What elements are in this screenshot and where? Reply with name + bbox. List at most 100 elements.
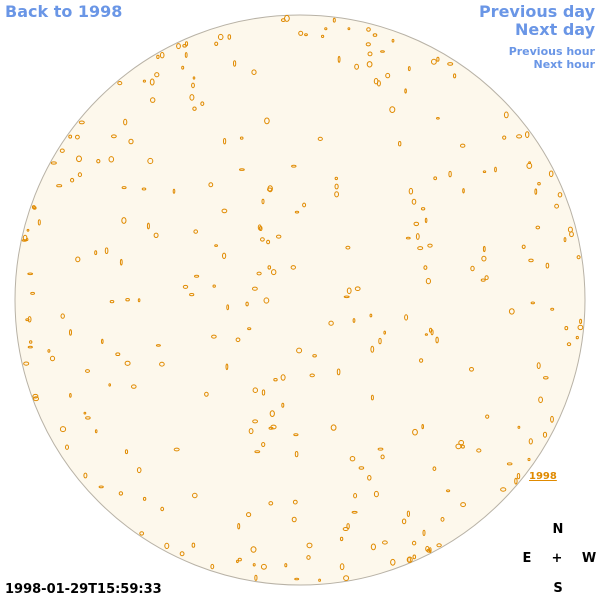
magnetic-contour: [427, 243, 433, 248]
magnetic-contour: [173, 447, 180, 452]
magnetic-contour: [65, 444, 69, 450]
previous-hour-link[interactable]: Previous hour: [508, 45, 595, 58]
magnetic-contour: [436, 543, 442, 548]
next-hour-link[interactable]: Next hour: [533, 58, 596, 71]
magnetic-contour: [192, 106, 197, 111]
magnetic-contour: [150, 97, 156, 103]
magnetic-contour: [172, 188, 176, 194]
magnetic-contour: [123, 118, 128, 126]
magnetic-contour: [428, 547, 432, 553]
magnetic-contour: [564, 326, 569, 331]
magnetic-contour: [156, 54, 160, 60]
magnetic-contour: [482, 245, 486, 253]
magnetic-contour: [68, 134, 73, 139]
magnetic-contour: [290, 265, 296, 270]
magnetic-contour: [189, 94, 195, 101]
magnetic-contour: [252, 286, 258, 291]
magnetic-contour: [23, 361, 30, 366]
magnetic-contour: [535, 225, 541, 230]
magnetic-contour: [317, 136, 323, 141]
magnetic-contour: [321, 34, 325, 39]
magnetic-contour: [502, 135, 507, 140]
magnetic-contour: [78, 120, 85, 125]
magnetic-contour: [291, 516, 297, 523]
magnetic-contour: [154, 72, 160, 78]
magnetic-contour: [284, 563, 288, 568]
magnetic-contour: [298, 30, 304, 36]
magnetic-contour: [306, 542, 313, 549]
magnetic-contour: [460, 502, 467, 508]
previous-day-link[interactable]: Previous day: [478, 2, 595, 21]
magnetic-contour: [235, 337, 241, 343]
magnetic-contour: [32, 393, 39, 399]
compass-center: +: [551, 551, 563, 566]
magnetic-contour: [575, 335, 579, 340]
magnetic-contour: [446, 489, 451, 493]
magnetic-contour: [25, 318, 30, 322]
magnetic-contour: [210, 563, 215, 570]
magnetic-contour: [525, 131, 530, 139]
magnetic-contour: [226, 304, 230, 311]
magnetic-contour: [526, 162, 533, 169]
magnetic-contour: [115, 352, 121, 357]
magnetic-contour: [537, 182, 541, 186]
magnetic-contour: [32, 206, 37, 210]
magnetic-contour: [193, 229, 198, 234]
magnetic-contour: [503, 111, 509, 119]
compass-west: W: [581, 551, 597, 566]
magnetic-contour: [124, 360, 131, 366]
magnetic-contour: [121, 186, 127, 190]
magnetic-contour: [221, 208, 228, 214]
magnetic-contour: [159, 361, 165, 367]
magnetic-contour: [354, 63, 360, 70]
magnetic-contour: [223, 138, 227, 145]
magnetic-contour: [260, 237, 265, 242]
magnetic-contour: [182, 284, 189, 289]
year-link[interactable]: 1998: [529, 471, 557, 482]
magnetic-contour: [367, 475, 372, 481]
magnetic-contour: [222, 252, 227, 260]
magnetic-contour: [263, 297, 270, 304]
magnetic-contour: [318, 578, 322, 582]
magnetic-contour: [266, 239, 271, 245]
magnetic-contour: [160, 506, 165, 512]
compass-east: E: [522, 551, 532, 566]
magnetic-contour: [415, 233, 420, 240]
magnetic-contour: [236, 559, 239, 564]
magnetic-contour: [85, 416, 91, 420]
magnetic-contour: [261, 389, 266, 396]
magnetic-contour: [517, 425, 521, 429]
magnetic-contour: [436, 117, 440, 120]
magnetic-contour: [294, 210, 300, 214]
magnetic-contour: [280, 374, 286, 381]
magnetic-contour: [131, 384, 137, 389]
magnetic-contour: [77, 172, 83, 178]
magnetic-contour: [191, 82, 195, 89]
magnetic-contour: [480, 278, 486, 282]
magnetic-contour: [179, 551, 185, 557]
magnetic-contour: [337, 55, 341, 63]
magnetic-contour: [261, 198, 265, 205]
magnetic-contour: [146, 222, 150, 230]
magnetic-contour: [184, 41, 189, 47]
magnetic-contour: [267, 185, 273, 193]
timestamp: 1998-01-29T15:59:33: [5, 582, 162, 597]
magnetic-contour: [429, 327, 433, 333]
magnetic-contour: [352, 318, 356, 323]
magnetic-contour: [542, 431, 548, 438]
magnetic-contour: [147, 157, 154, 165]
magnetic-contour: [469, 367, 474, 372]
magnetic-contour: [367, 51, 373, 57]
magnetic-contour: [330, 424, 337, 431]
compass-south: S: [553, 581, 563, 596]
magnetic-contour: [433, 176, 438, 181]
magnetic-contour: [246, 512, 252, 518]
magnetic-contour: [304, 33, 308, 37]
next-day-link[interactable]: Next day: [515, 20, 595, 39]
magnetic-contour: [458, 440, 465, 446]
magnetic-contour: [25, 238, 29, 241]
back-link[interactable]: Back to 1998: [5, 2, 123, 21]
magnetic-contour: [334, 183, 339, 190]
magnetic-contour: [208, 182, 214, 188]
magnetic-contour: [49, 355, 56, 362]
